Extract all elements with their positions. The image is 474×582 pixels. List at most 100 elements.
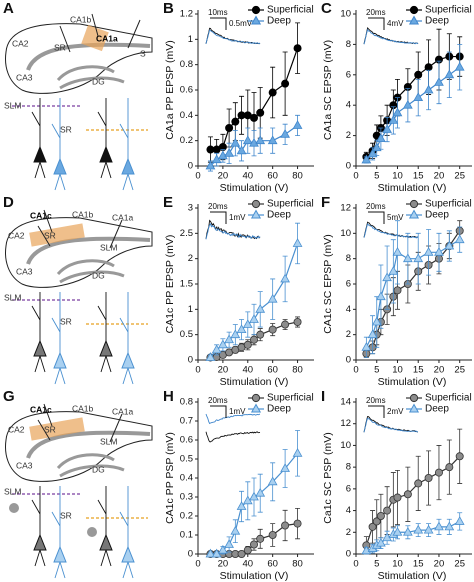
region-label: SR — [44, 230, 56, 240]
panel-letter: B — [163, 0, 174, 17]
y-axis-label: Ca1c SC PSP (mV) — [322, 432, 334, 523]
marker — [256, 108, 265, 117]
marker — [367, 148, 378, 158]
marker — [268, 88, 277, 97]
marker — [434, 247, 444, 256]
region-label: CA1c — [30, 210, 52, 220]
scale-bar — [368, 405, 385, 418]
marker — [444, 240, 455, 250]
recording-region — [81, 24, 109, 52]
legend-marker — [250, 209, 262, 219]
marker — [224, 334, 234, 344]
pyramidal-cell — [121, 351, 135, 369]
dendrite — [31, 486, 46, 567]
marker — [371, 316, 382, 326]
x-tick-label: 10 — [392, 365, 403, 376]
x-axis-label: Stimulation (V) — [220, 376, 289, 388]
marker — [372, 517, 381, 526]
marker — [243, 546, 252, 555]
legend-marker — [408, 403, 420, 413]
scale-label: 20ms — [366, 202, 386, 211]
pyramidal-cell — [33, 533, 47, 551]
marker — [293, 317, 302, 326]
legend-label: Superficial — [425, 393, 472, 404]
marker — [268, 531, 277, 540]
y-tick-label: 3 — [188, 203, 193, 214]
panel-letter: C — [321, 0, 332, 17]
inset-trace — [363, 28, 419, 45]
series-line — [365, 455, 461, 546]
x-tick-label: 40 — [242, 365, 253, 376]
recording-region — [29, 417, 85, 441]
x-tick-label: 25 — [454, 559, 465, 570]
pyramidal-cell — [53, 157, 67, 175]
scale-label: 4mV — [387, 19, 404, 28]
marker — [256, 534, 265, 543]
y-tick-label: 0.5 — [180, 454, 193, 465]
marker — [361, 342, 372, 351]
pyramidal-cell — [99, 339, 113, 357]
y-axis-label: CA1a SC EPSP (mV) — [322, 40, 334, 140]
y-tick-label: 2.5 — [180, 228, 193, 239]
y-tick-label: 0 — [346, 161, 351, 172]
y-tick-label: 0 — [346, 549, 351, 560]
dentate-gyrus — [56, 65, 125, 90]
marker — [218, 150, 228, 160]
marker — [392, 526, 403, 536]
x-tick-label: 5 — [374, 365, 379, 376]
y-tick-label: 10 — [340, 9, 351, 20]
marker — [367, 329, 378, 339]
x-tick-label: 0 — [353, 365, 358, 376]
x-tick-label: 0 — [353, 559, 358, 570]
legend-marker — [409, 5, 419, 15]
inset-trace — [363, 223, 419, 239]
y-tick-label: 0.1 — [180, 530, 193, 541]
marker — [255, 487, 266, 497]
recording-region — [29, 223, 85, 247]
inset-trace — [205, 29, 261, 45]
pyramidal-cell — [53, 351, 67, 369]
inset-trace — [205, 27, 261, 45]
marker — [281, 320, 290, 329]
legend-label: Superficial — [267, 5, 314, 16]
y-tick-label: 4 — [346, 505, 351, 516]
marker — [383, 506, 392, 515]
y-tick-label: 10 — [340, 228, 351, 239]
marker — [402, 526, 413, 536]
marker — [249, 335, 258, 344]
legend-marker — [251, 5, 261, 15]
marker — [413, 253, 424, 263]
region-label: SLM — [100, 242, 117, 252]
marker — [414, 70, 423, 79]
region-label: SLM — [4, 486, 21, 496]
pyramidal-cell — [33, 339, 47, 357]
x-tick-label: 25 — [454, 171, 465, 182]
region-label: CA3 — [16, 266, 33, 276]
marker — [218, 339, 228, 349]
region-label: SR — [54, 42, 66, 52]
marker — [205, 548, 216, 558]
marker — [267, 476, 278, 486]
marker — [224, 148, 234, 157]
legend-marker — [409, 199, 419, 209]
x-tick-label: 0 — [353, 171, 358, 182]
marker — [249, 137, 259, 147]
marker — [243, 340, 252, 349]
y-tick-label: 10 — [340, 440, 351, 451]
inset-trace — [205, 219, 261, 240]
marker — [413, 524, 424, 534]
x-tick-label: 80 — [292, 171, 303, 182]
pyramidal-layer — [26, 430, 151, 459]
region-label: CA1a — [112, 406, 134, 416]
marker — [376, 291, 386, 301]
marker — [255, 304, 266, 313]
pyramidal-layer — [26, 236, 151, 265]
x-tick-label: 10 — [392, 559, 403, 570]
marker — [280, 273, 290, 283]
region-label: SLM — [4, 292, 21, 302]
hippocampus-diagram: CA1b CA1a CA2 SR S CA3 DG SLM SR — [4, 13, 153, 191]
region-label: SR — [60, 510, 72, 520]
marker — [444, 521, 455, 531]
legend-marker — [408, 209, 420, 219]
y-tick-label: 0.5 — [180, 329, 193, 340]
